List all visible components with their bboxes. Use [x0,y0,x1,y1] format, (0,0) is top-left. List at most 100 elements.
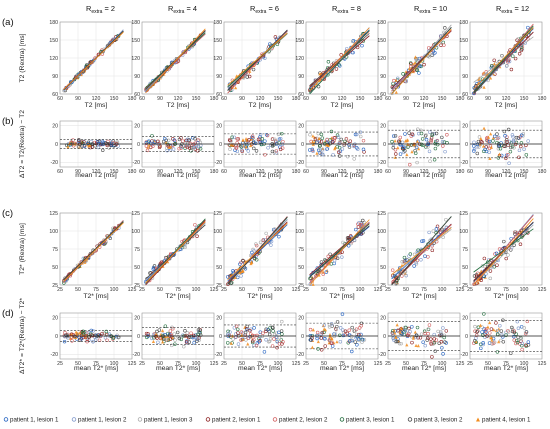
data-point [239,330,244,334]
y-tick-label: 20 [380,315,386,321]
data-point [268,337,273,341]
data-point [319,336,323,340]
data-point [522,147,526,152]
data-point [525,319,530,324]
x-axis-label-b: mean T2 [ms] [75,172,117,179]
data-point [355,334,359,339]
x-tick-label: 125 [456,287,465,293]
x-tick-label: 25 [303,361,309,367]
y-tick-label: 100 [213,229,222,235]
data-point [412,142,416,147]
data-point [362,150,366,154]
x-axis-label-b: mean T2 [ms] [403,172,445,179]
data-point [354,336,358,340]
legend-label: patient 1, lesion 2 [78,416,127,423]
data-point [523,41,528,45]
data-point [506,253,510,257]
data-point [422,329,427,333]
data-point [173,342,177,346]
data-point [320,152,324,156]
data-point [475,330,479,334]
data-point [484,145,489,149]
data-point [264,338,268,342]
data-point [511,54,515,58]
data-point [482,256,487,261]
fit-line [145,30,206,90]
data-point [524,153,529,157]
data-point [434,227,439,231]
data-point [394,78,398,82]
data-point [419,131,424,136]
data-point [166,138,171,143]
data-point [511,139,516,144]
fit-line [309,29,370,95]
legend-label: patient 3, lesion 1 [346,416,395,423]
data-point [352,157,356,161]
data-point [479,80,483,84]
data-point [503,139,508,144]
data-point [498,146,503,151]
x-tick-label: 180 [374,96,383,102]
data-point [338,333,342,338]
x-tick-label: 25 [221,287,227,293]
data-point [355,343,359,347]
data-point [179,337,183,342]
panel-d-2: 25 50 75 100 125 -20 0 20 mean T2* [ms] [215,312,300,372]
data-point [526,139,530,143]
data-point [280,332,284,336]
data-point [516,326,521,330]
data-point [390,268,395,272]
data-point [192,145,197,150]
data-point [72,334,77,339]
data-point [273,35,278,39]
data-point [311,140,315,144]
data-point [473,324,477,329]
data-point [266,146,270,150]
data-point [332,261,336,266]
data-point [192,333,196,338]
data-point [183,245,187,250]
panel-b-1: 60 90 120 150 180 -20 0 20 mean T2 [ms] [133,120,218,179]
data-point [229,341,233,345]
data-point [256,137,261,142]
y-tick-label: 20 [216,315,222,321]
data-point [510,325,514,330]
data-point [432,52,436,56]
data-point [392,328,396,332]
x-tick-label: 75 [339,361,345,367]
data-point [161,337,166,341]
data-point [320,136,325,140]
data-point [407,326,411,331]
x-tick-label: 25 [139,361,145,367]
data-point [361,138,366,143]
x-tick-label: 100 [192,361,201,367]
data-point [322,323,326,328]
data-point [440,346,444,350]
y-tick-label: 100 [377,229,386,235]
data-point [413,330,417,334]
data-point [359,134,363,139]
data-point [474,340,478,344]
x-axis-label-a: T2 [ms] [85,102,108,109]
data-point [482,274,486,279]
data-point [280,342,284,346]
x-tick-label: 60 [57,169,63,175]
data-point [171,147,176,151]
data-point [355,146,359,150]
data-point [252,249,256,253]
data-point [196,138,200,142]
data-point [86,141,90,146]
data-point [359,336,363,340]
panel-b-0: 60 90 120 150 180 -20 0 20 mean T2 [ms] [51,120,136,179]
y-tick-label: 125 [377,211,386,217]
data-point [66,145,70,149]
data-point [226,329,230,334]
data-point [414,145,419,150]
data-point [104,141,108,145]
y-tick-label: 20 [216,123,222,129]
fit-line [63,221,124,281]
y-tick-label: 120 [377,56,386,62]
fit-line [227,29,288,91]
